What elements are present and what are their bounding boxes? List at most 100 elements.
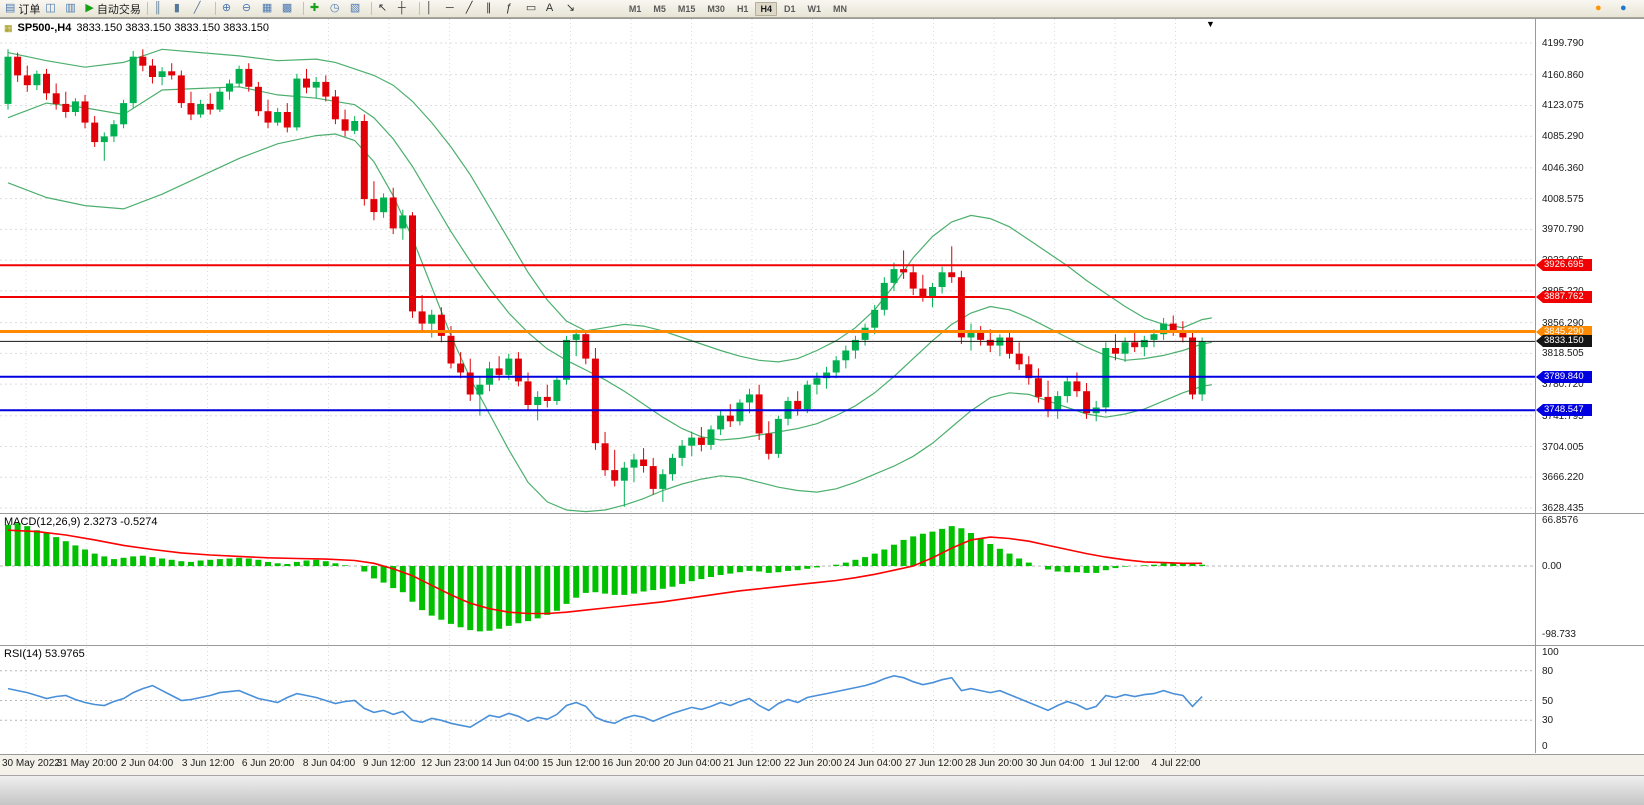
price-axis-label: 4085.290 [1542, 131, 1584, 142]
cursor-icon: ↖ [377, 2, 388, 14]
timeframe-mn[interactable]: MN [832, 3, 847, 14]
trendline-icon: ╱ [465, 2, 473, 14]
timeframe-m15[interactable]: M15 [677, 3, 696, 14]
rsi-axis-label: 80 [1542, 666, 1554, 677]
fibonacci-icon: ƒ [505, 2, 512, 14]
zoom-out-button[interactable]: ⊖ [240, 1, 259, 17]
horizontal-line-button[interactable]: ─ [444, 1, 463, 17]
navigator-button[interactable]: ▥ [63, 1, 82, 17]
level-price-tag: 3789.840 [1536, 371, 1592, 383]
toolbar-separator [302, 2, 304, 15]
price-axis-label: 3741.795 [1542, 411, 1584, 422]
price-axis-label: 4008.575 [1542, 194, 1584, 205]
time-axis-strip[interactable] [0, 754, 1644, 776]
time-axis-label: 3 Jun 12:00 [181, 758, 235, 769]
new-order-button[interactable]: ▤ 订单 [3, 1, 42, 17]
blue-dot-icon: ● [1620, 2, 1627, 14]
timeframe-m1[interactable]: M1 [628, 3, 642, 14]
rsi-axis-label: 100 [1542, 647, 1559, 658]
time-axis-label: 22 Jun 20:00 [784, 758, 842, 769]
time-axis-label: 9 Jun 12:00 [362, 758, 416, 769]
rsi-indicator-header: RSI(14) 53.9765 [4, 648, 85, 660]
macd-axis-label: 0.00 [1542, 561, 1562, 572]
indicator-plus-icon: ✚ [309, 2, 320, 14]
rsi-line [7, 674, 1203, 729]
cursor-button[interactable]: ↖ [376, 1, 395, 17]
price-axis-label: 3666.220 [1542, 472, 1584, 483]
macd-axis-label: -98.733 [1542, 629, 1576, 640]
main-toolbar: ▤ 订单 ◫ ▥ ▶ 自动交易 ║ ▮ ╱ ⊕ ⊖ ▦ ▩ ✚ ◷ ▧ ↖ ┼ │ ─ ╱ ∥ ƒ ▭ A ↘ M1 M5 M15 M3… [0, 0, 1644, 18]
price-axis-label: 4199.790 [1542, 38, 1584, 49]
text-button[interactable]: A [544, 1, 563, 17]
cascade-windows-button[interactable]: ▩ [280, 1, 299, 17]
chart-ohlc-values: 3833.150 3833.150 3833.150 3833.150 [76, 22, 270, 34]
grid-icon: ▦ [261, 2, 273, 14]
templates-button[interactable]: ▧ [348, 1, 367, 17]
market-watch-button[interactable]: ◫ [43, 1, 62, 17]
tile-windows-button[interactable]: ▦ [260, 1, 279, 17]
chart-shift-marker[interactable]: ▼ [1206, 19, 1215, 29]
timeframe-d1[interactable]: D1 [783, 3, 796, 14]
shapes-button[interactable]: ▭ [524, 1, 543, 17]
price-axis-label: 3970.790 [1542, 224, 1584, 235]
trendline-button[interactable]: ╱ [464, 1, 483, 17]
document-icon: ▤ [5, 2, 16, 14]
price-axis-label: 3704.005 [1542, 442, 1584, 453]
line-chart-icon: ╱ [193, 2, 201, 14]
text-icon: A [545, 2, 554, 14]
periods-button[interactable]: ◷ [328, 1, 347, 17]
fibonacci-button[interactable]: ƒ [504, 1, 523, 17]
community-button[interactable]: ● [1593, 1, 1612, 17]
time-axis-label: 12 Jun 23:00 [421, 758, 479, 769]
rsi-axis-label: 50 [1542, 696, 1554, 707]
candle-chart-button[interactable]: ▮ [172, 1, 191, 17]
timeframe-h4[interactable]: H4 [755, 1, 777, 16]
channel-button[interactable]: ∥ [484, 1, 503, 17]
zoom-in-button[interactable]: ⊕ [220, 1, 239, 17]
timeframe-group: M1 M5 M15 M30 H1 H4 D1 W1 MN [624, 1, 852, 16]
template-icon: ▧ [349, 2, 361, 14]
line-chart-button[interactable]: ╱ [192, 1, 211, 17]
indicators-button[interactable]: ✚ [308, 1, 327, 17]
toolbar-separator [370, 2, 372, 15]
vertical-line-button[interactable]: │ [424, 1, 443, 17]
time-axis-label: 6 Jun 20:00 [241, 758, 295, 769]
time-axis-label: 30 Jun 04:00 [1026, 758, 1084, 769]
time-axis-label: 24 Jun 04:00 [844, 758, 902, 769]
candles [4, 49, 1206, 507]
time-axis-label: 21 Jun 12:00 [723, 758, 781, 769]
rsi-axis-label: 0 [1542, 741, 1548, 752]
level-price-tag: 3887.762 [1536, 291, 1592, 303]
toolbar-separator [146, 2, 148, 15]
auto-trading-button-label: 自动交易 [96, 3, 141, 16]
auto-trading-button[interactable]: ▶ 自动交易 [83, 1, 142, 17]
arrows-button[interactable]: ↘ [564, 1, 583, 17]
time-axis-label: 20 Jun 04:00 [663, 758, 721, 769]
macd-axis-label: 66.8576 [1542, 515, 1579, 526]
rsi-axis-label: 30 [1542, 715, 1554, 726]
bar-chart-icon: ║ [153, 2, 162, 14]
timeframe-w1[interactable]: W1 [807, 3, 821, 14]
time-axis-label: 30 May 2022 [2, 758, 60, 769]
price-axis-label: 3856.290 [1542, 318, 1584, 329]
bollinger-middle-band [7, 86, 1212, 441]
timeframe-h1[interactable]: H1 [736, 3, 749, 14]
chart-title: ▦ SP500-,H4 3833.150 3833.150 3833.150 3… [4, 22, 269, 34]
time-axis-label: 14 Jun 04:00 [481, 758, 539, 769]
time-axis-label: 16 Jun 20:00 [602, 758, 660, 769]
channel-icon: ∥ [485, 2, 492, 14]
vline-icon: │ [425, 2, 433, 14]
candle-chart-icon: ▮ [173, 2, 180, 14]
bar-chart-button[interactable]: ║ [152, 1, 171, 17]
level-price-tag: 3748.547 [1536, 404, 1592, 416]
timeframe-m5[interactable]: M5 [653, 3, 666, 14]
price-axis-label: 3628.435 [1542, 503, 1584, 514]
crosshair-icon: ┼ [397, 2, 406, 14]
timeframe-m30[interactable]: M30 [707, 3, 725, 14]
macd-indicator-header: MACD(12,26,9) 2.3273 -0.5274 [4, 516, 158, 528]
search-button[interactable]: ● [1618, 1, 1637, 17]
crosshair-button[interactable]: ┼ [396, 1, 415, 17]
window-icon: ◫ [45, 2, 56, 14]
panel-icon: ▥ [65, 2, 76, 14]
